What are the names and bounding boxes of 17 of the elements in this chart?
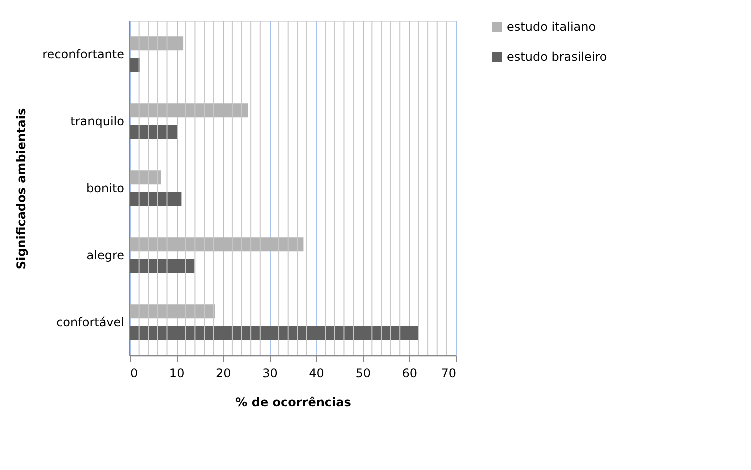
x-tick-label: 20 bbox=[216, 366, 232, 380]
x-axis-title: % de ocorrências bbox=[236, 396, 352, 410]
x-tick-label: 10 bbox=[169, 366, 185, 380]
y-axis-title: Significados ambientais bbox=[14, 108, 29, 270]
x-tick-label: 50 bbox=[356, 366, 371, 380]
y-tick-label: confortável bbox=[56, 316, 124, 330]
y-tick-label: tranquilo bbox=[70, 114, 124, 128]
x-tick-label: 70 bbox=[441, 366, 456, 380]
x-tick-label: 40 bbox=[309, 366, 324, 380]
x-tick-label: 60 bbox=[402, 366, 418, 380]
x-tick-label: 0 bbox=[130, 366, 138, 380]
y-tick-label: reconfortante bbox=[42, 48, 124, 62]
legend-label: estudo brasileiro bbox=[507, 50, 608, 64]
x-tick-label: 30 bbox=[262, 366, 278, 380]
y-tick-label: alegre bbox=[86, 248, 124, 262]
legend-label: estudo italiano bbox=[507, 20, 596, 34]
y-tick-label: bonito bbox=[86, 182, 124, 196]
